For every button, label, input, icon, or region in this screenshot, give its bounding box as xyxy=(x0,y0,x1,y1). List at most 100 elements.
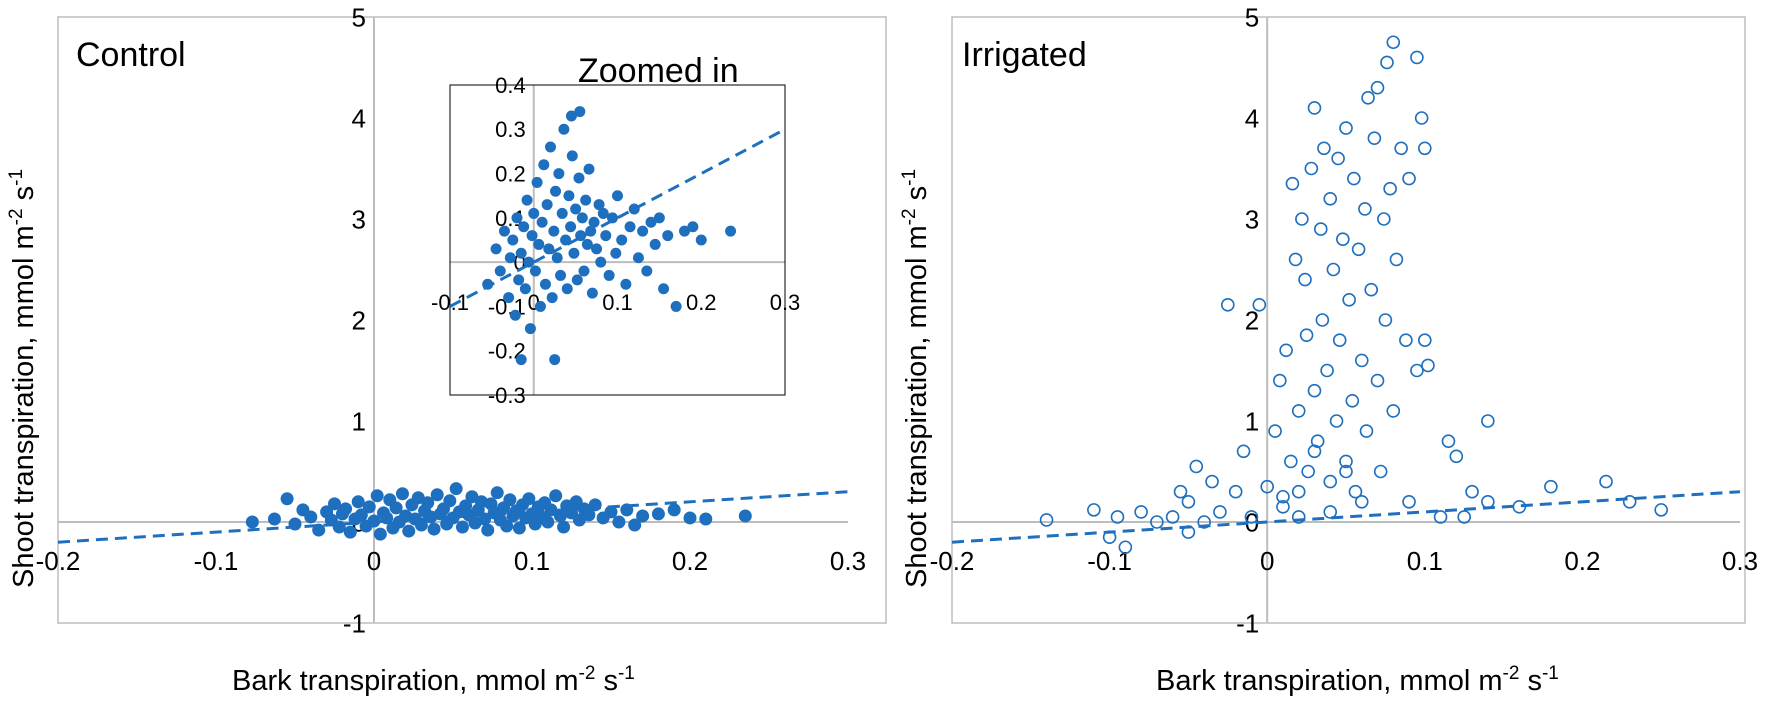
data-point xyxy=(1402,171,1416,186)
data-point xyxy=(1512,500,1527,514)
data-point xyxy=(1347,171,1361,186)
data-point xyxy=(1394,141,1408,156)
irrigated-axes xyxy=(952,17,1740,623)
data-point xyxy=(512,521,526,535)
data-point xyxy=(373,527,387,541)
data-point xyxy=(449,482,463,496)
y-tick-label: 5 xyxy=(352,2,366,32)
data-point xyxy=(1364,282,1379,297)
data-point xyxy=(570,203,582,215)
data-point xyxy=(1345,393,1360,408)
data-point xyxy=(658,283,670,295)
data-point xyxy=(362,500,376,514)
data-point xyxy=(490,243,502,255)
data-point xyxy=(593,199,605,211)
inset-frame xyxy=(449,84,786,396)
irrigated-trendline xyxy=(951,490,1741,544)
data-point xyxy=(541,515,555,529)
data-point xyxy=(1410,50,1424,65)
data-point xyxy=(553,168,565,180)
data-point xyxy=(641,265,653,277)
data-point xyxy=(1386,404,1401,418)
y-tick-label: 4 xyxy=(1245,103,1259,133)
data-point xyxy=(534,300,546,312)
data-point xyxy=(1361,91,1375,105)
data-point xyxy=(367,514,381,528)
data-point xyxy=(558,123,570,135)
y-tick-label: 4 xyxy=(352,103,366,133)
data-point xyxy=(653,212,665,224)
data-point xyxy=(600,230,612,242)
y-tick-label: 2 xyxy=(1245,305,1259,335)
data-point xyxy=(645,216,657,228)
data-point xyxy=(565,221,577,233)
data-point xyxy=(1441,434,1456,449)
data-point xyxy=(606,212,618,224)
data-point xyxy=(1315,313,1330,327)
x-tick-label: 0.1 xyxy=(514,546,550,576)
data-point xyxy=(427,522,441,536)
data-point xyxy=(550,185,562,197)
data-point xyxy=(679,225,690,237)
data-point xyxy=(636,509,650,523)
data-point xyxy=(687,221,699,233)
irrigated-x-axis-title: Bark transpiration, mmol m-2 s-1 xyxy=(1156,663,1559,697)
x-tick-label: 0.3 xyxy=(770,290,801,315)
data-point xyxy=(1313,222,1328,236)
data-point xyxy=(1291,404,1306,418)
data-point xyxy=(620,278,632,290)
data-point xyxy=(1228,484,1243,499)
data-point xyxy=(504,252,516,264)
data-point xyxy=(1102,530,1117,544)
data-point xyxy=(1339,454,1353,469)
data-point xyxy=(1284,454,1298,469)
data-point xyxy=(1373,464,1388,479)
data-point xyxy=(515,247,527,259)
data-point xyxy=(1380,55,1394,70)
data-point xyxy=(1323,474,1338,489)
data-point xyxy=(354,508,368,522)
y-tick-label: 1 xyxy=(352,406,366,436)
data-point xyxy=(538,159,550,171)
data-point xyxy=(1039,513,1054,527)
data-point xyxy=(539,278,551,290)
inset-tick-labels: -0.1 0 0.1 0.2 0.3-0.3-0.2-0.100.10.20.30.4 xyxy=(431,73,800,408)
y-tick-label: -1 xyxy=(343,608,366,638)
data-point xyxy=(312,523,326,537)
data-point xyxy=(1165,510,1180,524)
y-tick-label: 0.4 xyxy=(495,73,526,98)
data-point xyxy=(1331,151,1345,166)
data-point xyxy=(1370,80,1385,95)
data-point xyxy=(1323,505,1338,519)
data-point xyxy=(1418,333,1432,348)
data-point xyxy=(1370,373,1385,388)
data-point xyxy=(1205,474,1219,489)
data-point xyxy=(1378,313,1393,327)
data-point xyxy=(1288,252,1303,267)
x-tick-label: 0.2 xyxy=(1564,546,1600,576)
data-point xyxy=(526,230,538,242)
data-point xyxy=(1339,464,1353,479)
data-point xyxy=(519,283,531,295)
data-point xyxy=(531,176,543,188)
data-point xyxy=(549,489,563,503)
data-point xyxy=(370,489,384,503)
zoomed-inset: -0.1 0 0.1 0.2 0.3-0.3-0.2-0.100.10.20.30.4 … xyxy=(431,52,800,408)
data-point xyxy=(588,216,600,228)
y-tick-label: 5 xyxy=(1245,2,1259,32)
x-tick-label: -0.1 xyxy=(1087,546,1132,576)
data-point xyxy=(1457,510,1471,524)
x-tick-label: 0.3 xyxy=(830,546,866,576)
control-points xyxy=(245,482,752,541)
data-point xyxy=(1449,449,1464,464)
inset-trendline xyxy=(449,127,786,308)
data-point xyxy=(1244,510,1259,524)
data-point xyxy=(565,110,577,122)
data-point xyxy=(498,225,510,237)
data-point xyxy=(521,194,533,206)
data-point xyxy=(583,163,595,175)
data-point xyxy=(513,274,525,286)
data-point xyxy=(578,265,590,277)
data-point xyxy=(1326,262,1341,277)
data-point xyxy=(1110,510,1125,524)
